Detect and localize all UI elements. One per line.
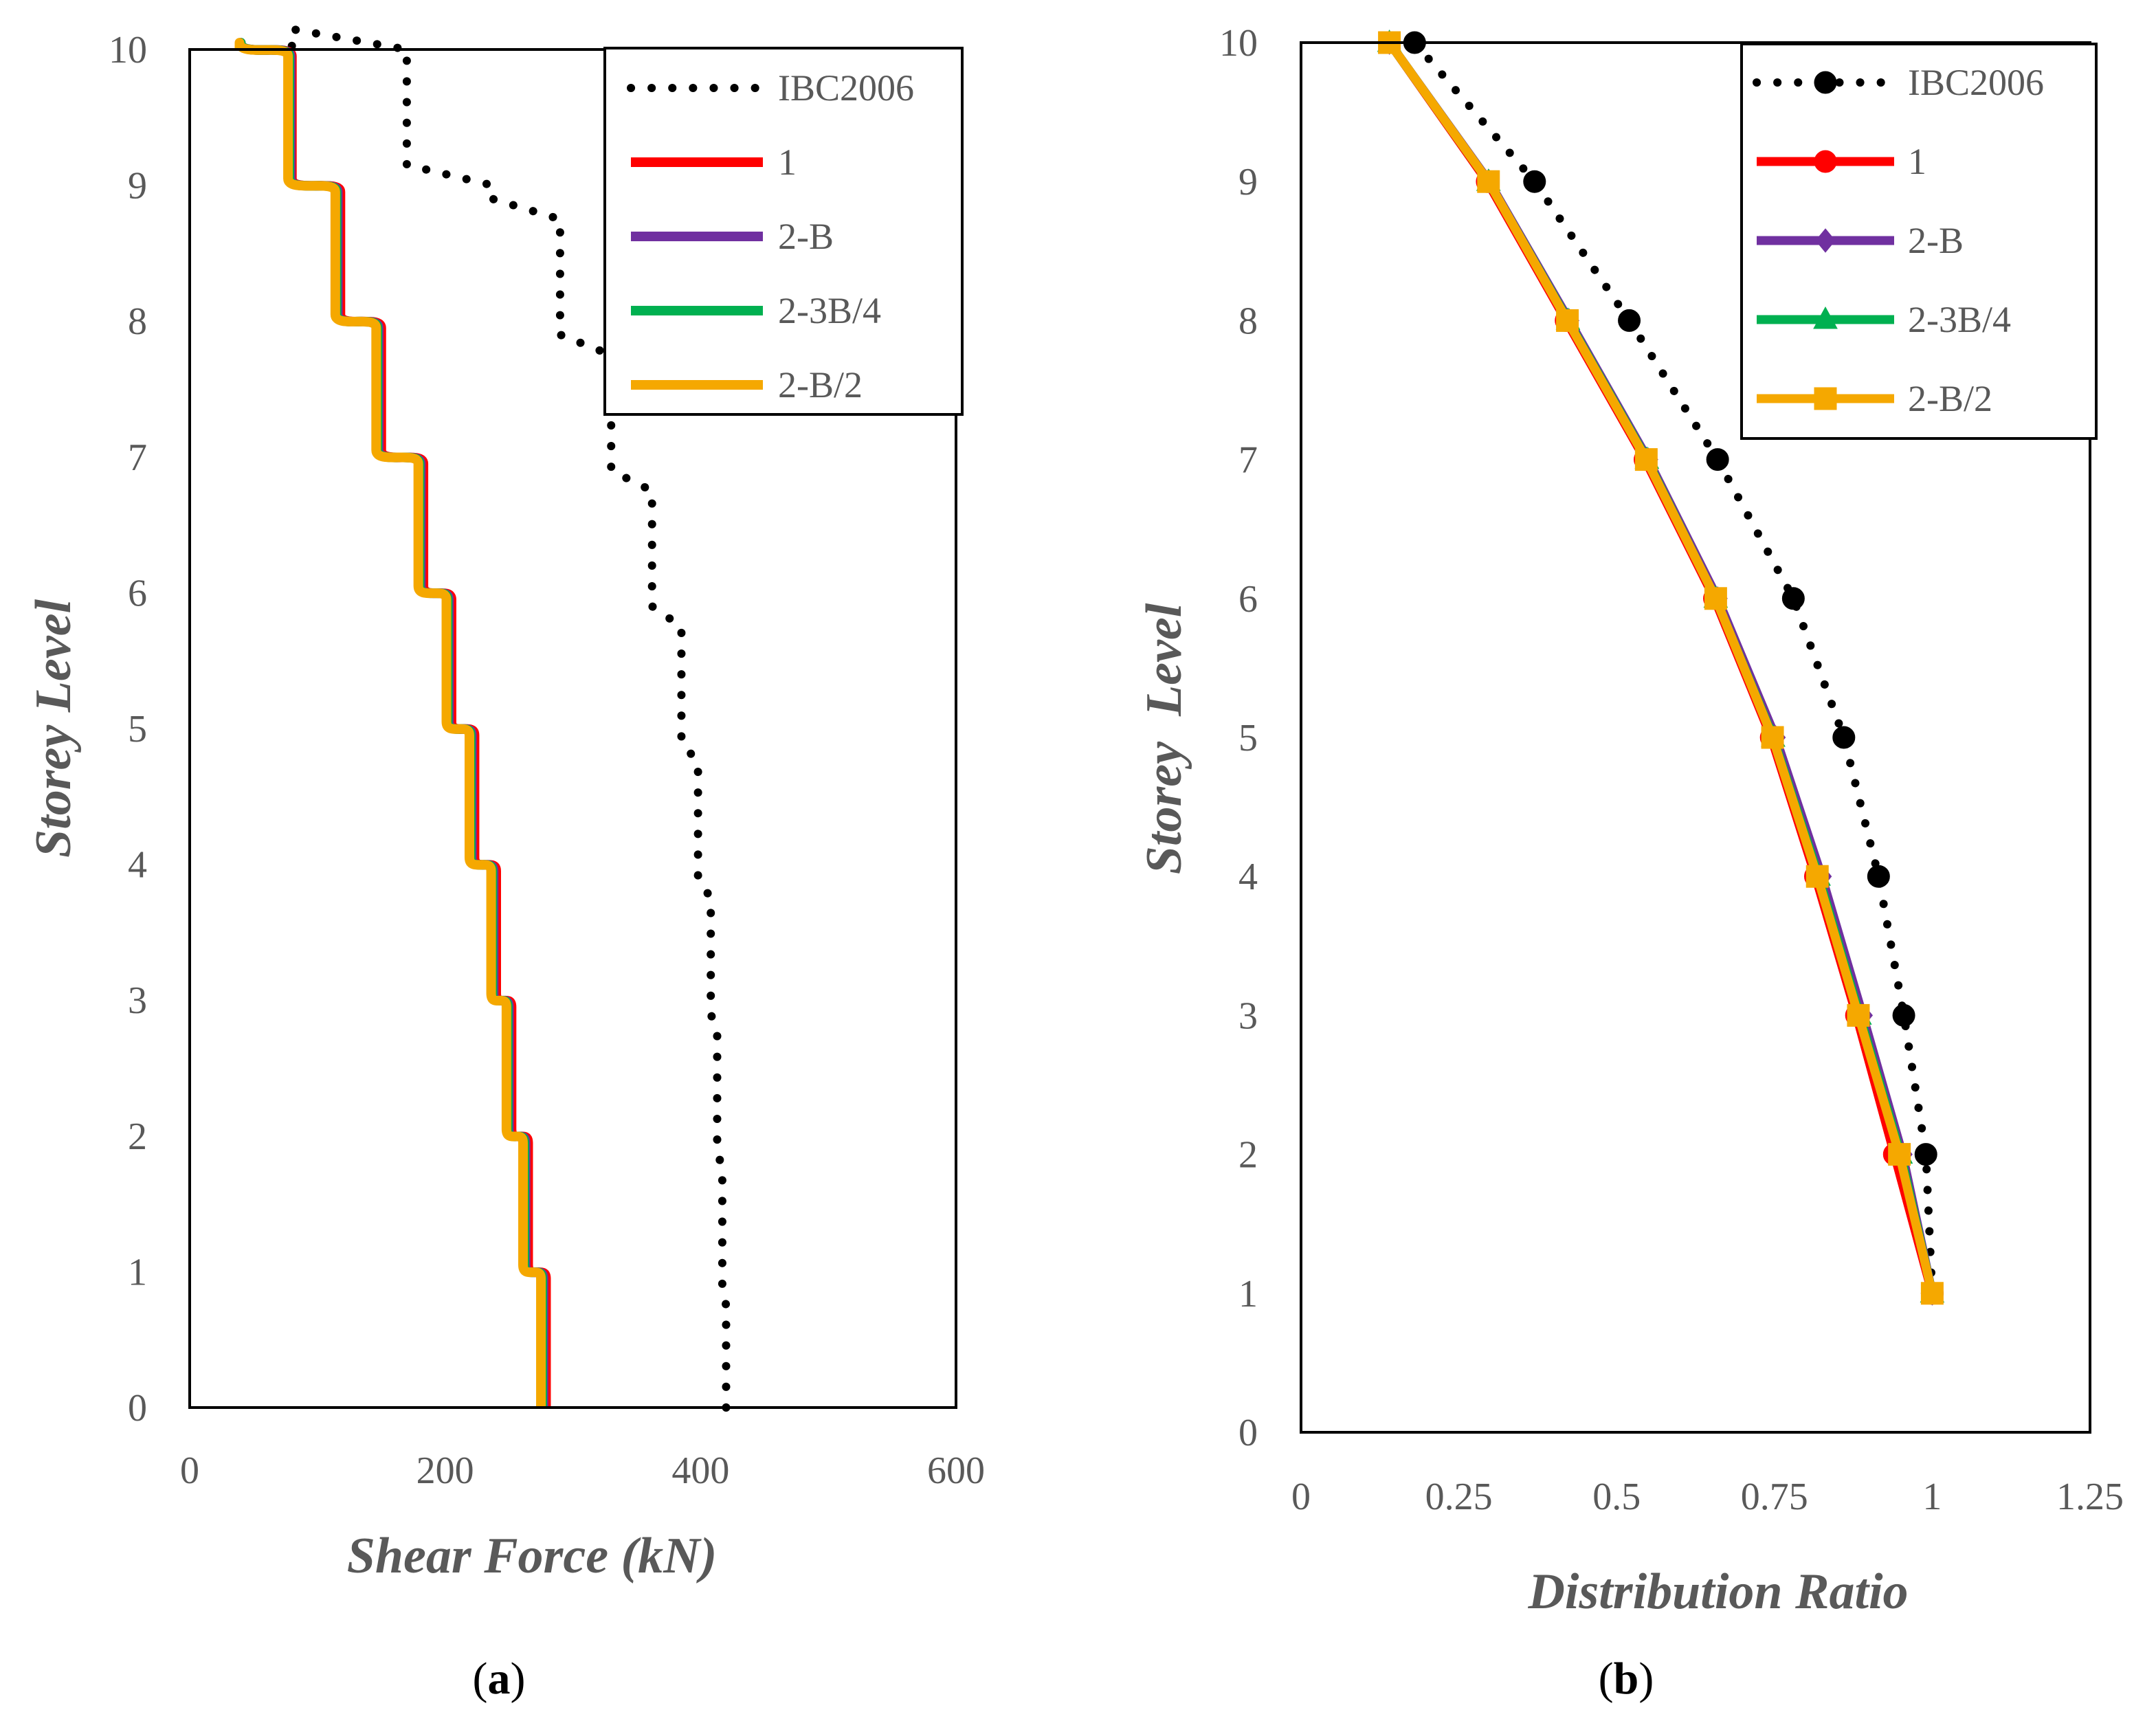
chart-b-legend-marker-2-b-2 (1814, 387, 1837, 410)
chart-b-x-tick-1: 1 (1922, 1476, 1942, 1518)
chart-a-shear-force: 0 200 400 600 0 1 2 3 4 5 6 7 8 9 10 Shear Force (kN)… (25, 24, 985, 1704)
chart-b-y-tick-1: 1 (1238, 1273, 1258, 1315)
chart-b-y-tick-labels: 0 1 2 3 4 5 6 7 8 9 10 (1219, 22, 1258, 1454)
chart-b-legend-label-1: 1 (1908, 141, 1926, 182)
chart-a-plot-border (188, 48, 957, 1409)
chart-b-distribution-ratio: 0 0.25 0.5 0.75 1 1.25 0 1 2 3 4 5 6 7 8 9 10 Distribut… (1136, 22, 2124, 1704)
chart-b-y-tick-2: 2 (1238, 1134, 1258, 1177)
chart-b-y-tick-5: 5 (1238, 717, 1258, 759)
chart-a-y-tick-7: 7 (128, 436, 147, 479)
chart-a-series-group (234, 24, 731, 1412)
chart-b-y-tick-0: 0 (1238, 1412, 1258, 1454)
chart-b-series-ibc2006 (1410, 38, 1937, 1298)
chart-b-x-tick-1-25: 1.25 (2056, 1476, 2124, 1518)
chart-a-x-axis-title: Shear Force (kN) (347, 1528, 718, 1584)
chart-a-x-tick-200: 200 (416, 1449, 474, 1492)
chart-b-plot-border (1300, 41, 2091, 1434)
chart-b-y-tick-9: 9 (1238, 161, 1258, 203)
chart-b-series-2-b-2-point-7 (1634, 448, 1658, 471)
chart-b-legend-label-2-3b-4: 2-3B/4 (1908, 299, 2011, 340)
chart-b-series-2-b-2-point-5 (1761, 726, 1784, 749)
chart-b-series-ibc2006-point-6 (1781, 587, 1805, 610)
chart-b-series-ibc2006-point-4 (1867, 865, 1890, 888)
chart-b-panel-label: (b) (1599, 1654, 1654, 1704)
chart-a-legend-label-1: 1 (778, 142, 797, 183)
chart-b-legend-marker-ibc2006 (1814, 71, 1837, 94)
chart-b-legend-marker-1 (1814, 150, 1837, 173)
chart-b-series-2-b-2-point-1 (1920, 1282, 1944, 1305)
chart-b-series-2-b-2 (1386, 40, 1937, 1295)
chart-b-y-axis-title: Storey Level (1136, 603, 1192, 874)
chart-a-x-tick-400: 400 (671, 1449, 729, 1492)
chart-b-series-ibc2006-point-8 (1618, 309, 1641, 332)
chart-b-y-tick-8: 8 (1238, 300, 1258, 342)
chart-a-legend-label-2-b: 2-B (778, 216, 834, 257)
chart-a-series-ibc2006 (287, 24, 731, 1412)
chart-b-y-tick-6: 6 (1238, 578, 1258, 621)
chart-b-series-ibc2006-point-9 (1523, 170, 1546, 193)
chart-b-y-tick-10: 10 (1219, 22, 1258, 65)
chart-a-legend-label-ibc2006: IBC2006 (778, 67, 914, 109)
chart-a-panel-label: (a) (473, 1654, 526, 1704)
chart-a-x-tick-600: 600 (927, 1449, 985, 1492)
chart-a-x-tick-0: 0 (180, 1449, 199, 1492)
chart-a-legend-label-2-b-2: 2-B/2 (778, 364, 863, 405)
chart-b-x-tick-labels: 0 0.25 0.5 0.75 1 1.25 (1291, 1476, 2124, 1518)
chart-a-series-2-b-2 (234, 38, 546, 1408)
chart-b-series-2-b-2-point-2 (1888, 1143, 1911, 1166)
chart-a-legend: IBC2006 1 2-B 2-3B/4 2-B/2 (603, 47, 964, 416)
chart-b-x-tick-0-75: 0.75 (1741, 1476, 1808, 1518)
chart-a-y-tick-4: 4 (128, 844, 147, 887)
chart-b-legend-label-2-b-2: 2-B/2 (1908, 378, 1992, 419)
chart-a-y-tick-labels: 0 1 2 3 4 5 6 7 8 9 10 (109, 29, 147, 1430)
chart-b-series-2-b-2-point-6 (1704, 587, 1727, 610)
chart-b-y-tick-7: 7 (1238, 439, 1258, 482)
chart-a-y-tick-2: 2 (128, 1115, 147, 1158)
chart-a-legend-box (603, 47, 964, 416)
chart-a-y-tick-9: 9 (128, 165, 147, 208)
chart-b-x-axis-title: Distribution Ratio (1527, 1564, 1908, 1620)
chart-b-series-2-b-2-point-8 (1556, 309, 1579, 332)
chart-a-y-tick-5: 5 (128, 708, 147, 751)
chart-b-x-tick-0-5: 0.5 (1592, 1476, 1641, 1518)
chart-b-series-ibc2006-point-5 (1832, 726, 1856, 749)
chart-a-x-tick-labels: 0 200 400 600 (180, 1449, 985, 1492)
chart-b-legend-marker-2-b (1815, 228, 1836, 253)
chart-a-y-tick-8: 8 (128, 300, 147, 343)
chart-b-legend-label-ibc2006: IBC2006 (1908, 62, 2044, 103)
chart-b-legend-marker-2-3b-4 (1813, 306, 1838, 329)
chart-a-y-axis-title: Storey Level (25, 599, 82, 858)
chart-a-y-tick-6: 6 (128, 572, 147, 614)
chart-b-series-ibc2006-point-7 (1706, 448, 1729, 471)
chart-b-y-tick-3: 3 (1238, 994, 1258, 1037)
chart-b-series-ibc2006-point-3 (1892, 1003, 1915, 1027)
chart-a-y-tick-0: 0 (128, 1387, 147, 1430)
chart-b-series-2-b-2-point-3 (1847, 1003, 1870, 1027)
chart-a-legend-label-2-3b-4: 2-3B/4 (778, 290, 881, 331)
chart-b-x-tick-0: 0 (1291, 1476, 1311, 1518)
chart-a-y-tick-1: 1 (128, 1251, 147, 1293)
chart-b-legend-label-2-b: 2-B (1908, 220, 1964, 261)
chart-b-series-group (1377, 29, 1945, 1306)
chart-a-y-tick-3: 3 (128, 979, 147, 1022)
chart-a-y-tick-10: 10 (109, 29, 147, 71)
chart-b-series-2-b-2-point-4 (1805, 865, 1829, 888)
chart-b-x-tick-0-25: 0.25 (1425, 1476, 1493, 1518)
chart-b-series-2-b-2-point-9 (1477, 170, 1500, 193)
chart-b-y-tick-4: 4 (1238, 856, 1258, 898)
chart-b-legend: IBC2006 1 2-B 2-3B/4 2-B/2 (1740, 43, 2098, 440)
chart-b-series-ibc2006-point-2 (1914, 1143, 1937, 1166)
